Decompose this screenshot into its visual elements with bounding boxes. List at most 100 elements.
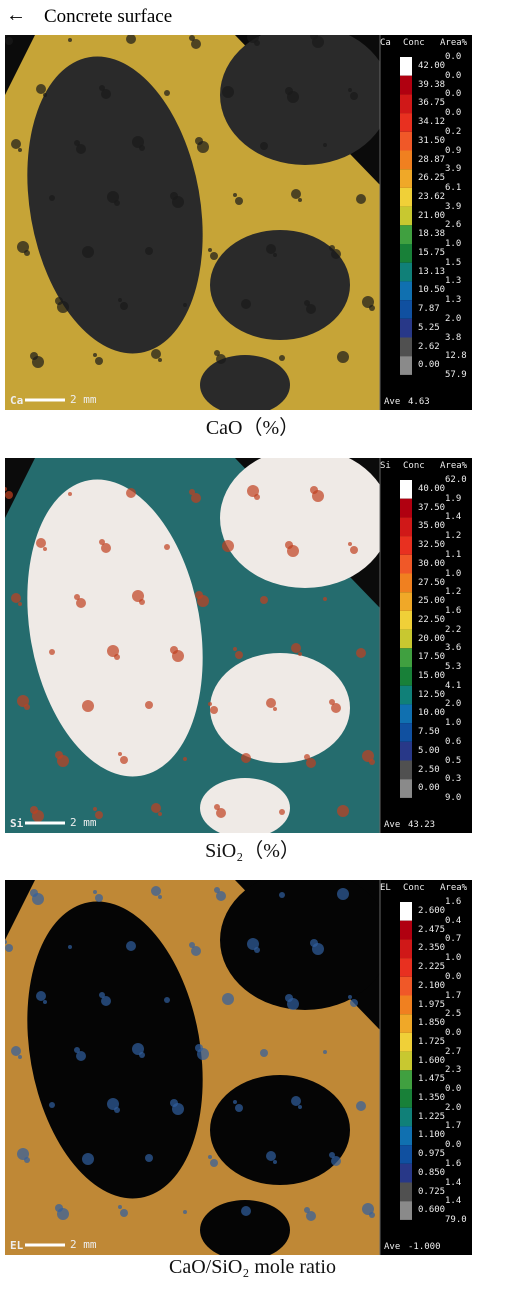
map-shape — [216, 891, 226, 901]
area-label: 0.0 — [445, 1028, 461, 1038]
map-shape — [400, 648, 412, 667]
map-shape — [400, 225, 412, 244]
area-label: 2.0 — [445, 1103, 461, 1113]
map-shape — [233, 1100, 237, 1104]
map-shape — [287, 91, 299, 103]
arrow: ← — [6, 4, 26, 27]
conc-label: 1.225 — [418, 1112, 445, 1122]
map-shape — [233, 647, 237, 651]
map-shape — [400, 1145, 412, 1164]
map-shape — [400, 300, 412, 319]
map-shape — [400, 1126, 412, 1145]
caption: CaO（%） — [0, 411, 505, 440]
map-shape — [49, 649, 55, 655]
conc-label: 0.600 — [418, 1205, 445, 1215]
map-shape — [348, 542, 352, 546]
map-shape — [400, 686, 412, 705]
map-shape — [172, 196, 184, 208]
map-shape — [287, 998, 299, 1010]
map-shape — [208, 248, 212, 252]
map-shape — [291, 1096, 301, 1106]
map-shape — [208, 1155, 212, 1159]
area-label: 0.7 — [445, 934, 461, 944]
map-shape — [400, 113, 412, 132]
map-shape — [400, 704, 412, 723]
map-shape — [400, 263, 412, 282]
map-shape — [400, 207, 412, 226]
map-shape — [306, 758, 316, 768]
legend-header: EL — [380, 883, 391, 893]
map-shape — [348, 995, 352, 999]
map-shape — [369, 305, 375, 311]
area-label: 6.1 — [445, 183, 461, 193]
map-shape — [400, 1052, 412, 1071]
conc-label: 31.50 — [418, 136, 445, 146]
conc-label: 13.13 — [418, 267, 445, 277]
ave-label: Ave — [384, 1242, 400, 1252]
map-shape — [273, 1160, 277, 1164]
conc-label: 32.50 — [418, 540, 445, 550]
map-shape — [400, 499, 412, 518]
ave-label: Ave — [384, 820, 400, 830]
map-shape — [197, 141, 209, 153]
area-label: 0.0 — [445, 972, 461, 982]
map-shape — [241, 1206, 251, 1216]
map-shape — [43, 93, 47, 97]
map-shape — [348, 88, 352, 92]
map-shape — [400, 1070, 412, 1089]
area-label: 3.9 — [445, 202, 461, 212]
map-shape — [24, 250, 30, 256]
map-shape — [260, 596, 268, 604]
map-shape — [233, 193, 237, 197]
conc-label: 23.62 — [418, 192, 445, 202]
map-shape — [400, 169, 412, 188]
map-shape — [210, 252, 218, 260]
area-label: 2.5 — [445, 1009, 461, 1019]
map-shape — [400, 555, 412, 574]
map-shape — [126, 488, 136, 498]
area-label: 1.0 — [445, 718, 461, 728]
conc-label: 2.100 — [418, 981, 445, 991]
map-shape — [400, 1183, 412, 1202]
conc-label: 2.225 — [418, 962, 445, 972]
conc-label: 36.75 — [418, 98, 445, 108]
conc-label: 0.00 — [418, 783, 440, 793]
map-shape — [235, 197, 243, 205]
conc-label: 0.00 — [418, 360, 440, 370]
map-shape — [331, 249, 341, 259]
map-shape — [400, 1164, 412, 1183]
map-shape — [210, 230, 350, 340]
conc-label: 0.975 — [418, 1149, 445, 1159]
map-shape — [210, 706, 218, 714]
area-label: 62.0 — [445, 475, 467, 485]
map-shape — [356, 1101, 366, 1111]
legend-header: Si — [380, 461, 391, 471]
map-shape — [400, 742, 412, 761]
header-text: Concrete surface — [44, 6, 172, 28]
map-shape — [57, 301, 69, 313]
legend-header: Conc — [403, 38, 425, 48]
map-shape — [337, 351, 349, 363]
conc-label: 10.00 — [418, 708, 445, 718]
map-shape — [32, 893, 44, 905]
map-shape — [139, 145, 145, 151]
conc-label: 40.00 — [418, 484, 445, 494]
map-shape — [183, 303, 187, 307]
conc-label: 2.475 — [418, 925, 445, 935]
map-shape — [164, 997, 170, 1003]
area-label: 0.5 — [445, 756, 461, 766]
area-label: 0.0 — [445, 108, 461, 118]
conc-label: 37.50 — [418, 503, 445, 513]
area-label: 1.0 — [445, 953, 461, 963]
conc-label: 2.50 — [418, 765, 440, 775]
area-label: 2.7 — [445, 1047, 461, 1057]
map-shape — [49, 1102, 55, 1108]
map-shape — [254, 40, 260, 46]
map-shape — [298, 198, 302, 202]
map-image — [5, 458, 472, 833]
map-shape — [266, 698, 276, 708]
map-shape — [158, 358, 162, 362]
map-shape — [400, 132, 412, 151]
conc-label: 21.00 — [418, 211, 445, 221]
conc-label: 1.725 — [418, 1037, 445, 1047]
